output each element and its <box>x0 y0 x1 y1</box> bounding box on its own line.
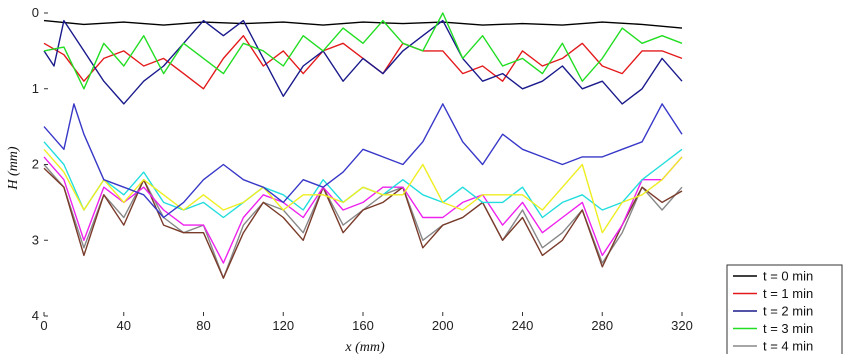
legend-box <box>726 264 843 354</box>
y-tick-label: 3 <box>32 232 39 247</box>
series-line-0 <box>43 19 683 29</box>
legend-label: t = 4 min <box>763 339 813 354</box>
x-tick-label: 80 <box>196 318 210 333</box>
legend-label: t = 1 min <box>763 286 813 301</box>
y-tick-label: 1 <box>32 81 39 96</box>
x-tick-label: 320 <box>671 318 693 333</box>
series-layer <box>43 12 683 279</box>
series-line-2 <box>43 19 683 105</box>
x-axis-label: x (mm) <box>344 340 385 354</box>
legend-label: t = 0 min <box>763 269 813 284</box>
x-tick-label: 120 <box>272 318 294 333</box>
series-line-8 <box>43 148 683 234</box>
y-axis-label: H (mm) <box>6 146 21 190</box>
legend-label: t = 3 min <box>763 321 813 336</box>
x-tick-label: 160 <box>352 318 374 333</box>
x-tick-label: 200 <box>432 318 454 333</box>
tick-label-layer: 0 40 80 120 160 200 240 280 320 0 1 2 3 4 <box>32 5 693 333</box>
series-line-3 <box>43 12 683 90</box>
y-tick-label: 0 <box>32 5 39 20</box>
x-tick-label: 280 <box>591 318 613 333</box>
y-tick-label: 2 <box>32 157 39 172</box>
tick-layer <box>43 12 683 317</box>
legend-label: t = 2 min <box>763 304 813 319</box>
legend: t = 0 min t = 1 min t = 2 min t = 3 min t = … <box>726 264 843 354</box>
x-tick-label: 240 <box>512 318 534 333</box>
series-line-6 <box>43 156 683 264</box>
series-line-9 <box>43 103 683 219</box>
y-tick-label: 4 <box>32 308 39 323</box>
x-tick-label: 0 <box>40 318 47 333</box>
x-tick-label: 40 <box>117 318 131 333</box>
